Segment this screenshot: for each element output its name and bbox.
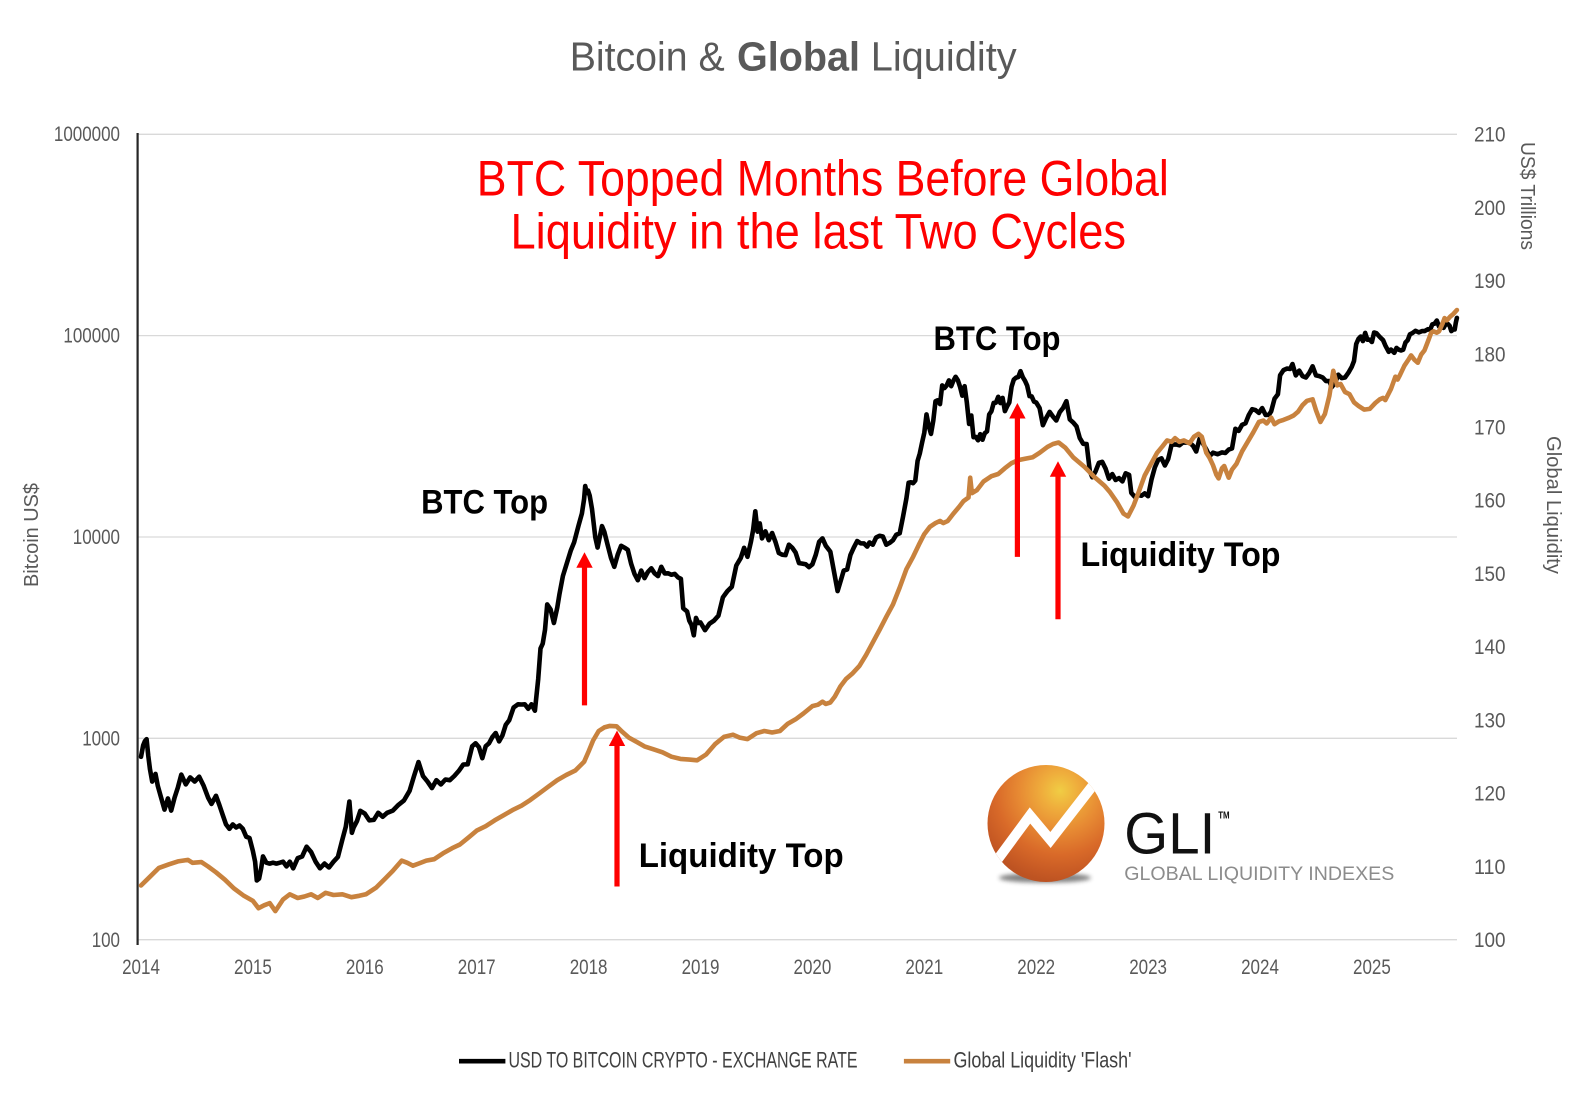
- svg-text:2019: 2019: [682, 956, 720, 979]
- svg-text:100: 100: [92, 929, 120, 952]
- svg-text:1000: 1000: [82, 727, 120, 750]
- svg-text:BTC Top: BTC Top: [421, 484, 548, 522]
- svg-text:2025: 2025: [1353, 956, 1391, 979]
- svg-text:120: 120: [1474, 783, 1506, 806]
- svg-text:1000000: 1000000: [54, 123, 120, 146]
- svg-text:100000: 100000: [63, 325, 120, 348]
- svg-text:Global: Global: [737, 34, 860, 80]
- svg-text:180: 180: [1474, 343, 1506, 366]
- svg-text:2023: 2023: [1129, 956, 1167, 979]
- svg-text:2014: 2014: [122, 956, 160, 979]
- svg-text:210: 210: [1474, 124, 1506, 147]
- svg-text:Bitcoin US$: Bitcoin US$: [21, 483, 43, 587]
- svg-text:Global Liquidity 'Flash': Global Liquidity 'Flash': [954, 1048, 1132, 1073]
- svg-text:100: 100: [1474, 929, 1506, 952]
- svg-text:GLI: GLI: [1124, 802, 1215, 867]
- svg-text:GLOBAL LIQUIDITY INDEXES: GLOBAL LIQUIDITY INDEXES: [1124, 864, 1394, 885]
- svg-text:2018: 2018: [570, 956, 608, 979]
- svg-text:2020: 2020: [794, 956, 832, 979]
- svg-text:Bitcoin &: Bitcoin &: [570, 34, 725, 80]
- svg-text:BTC Topped Months Before Globa: BTC Topped Months Before Global: [477, 150, 1169, 206]
- svg-text:140: 140: [1474, 636, 1506, 659]
- svg-text:2024: 2024: [1241, 956, 1279, 979]
- svg-text:2021: 2021: [905, 956, 943, 979]
- svg-text:USD TO BITCOIN CRYPTO - EXCHAN: USD TO BITCOIN CRYPTO - EXCHANGE RATE: [509, 1048, 858, 1073]
- svg-text:2015: 2015: [234, 956, 272, 979]
- svg-text:110: 110: [1474, 856, 1506, 879]
- svg-text:BTC Top: BTC Top: [934, 320, 1061, 358]
- svg-text:130: 130: [1474, 709, 1506, 732]
- svg-text:TM: TM: [1218, 809, 1230, 820]
- svg-text:150: 150: [1474, 563, 1506, 586]
- svg-text:2022: 2022: [1017, 956, 1055, 979]
- svg-text:Global Liquidity: Global Liquidity: [1542, 436, 1564, 574]
- svg-text:10000: 10000: [73, 526, 120, 549]
- svg-text:170: 170: [1474, 417, 1506, 440]
- svg-text:2016: 2016: [346, 956, 384, 979]
- svg-text:200: 200: [1474, 197, 1506, 220]
- svg-text:Liquidity in the last Two Cycl: Liquidity in the last Two Cycles: [511, 204, 1127, 260]
- svg-text:Liquidity: Liquidity: [871, 34, 1017, 80]
- svg-text:Liquidity Top: Liquidity Top: [639, 837, 844, 875]
- svg-text:2017: 2017: [458, 956, 496, 979]
- svg-text:US$ Trillions: US$ Trillions: [1516, 142, 1538, 250]
- svg-text:160: 160: [1474, 490, 1506, 513]
- svg-text:Liquidity Top: Liquidity Top: [1081, 536, 1281, 574]
- svg-text:190: 190: [1474, 270, 1506, 293]
